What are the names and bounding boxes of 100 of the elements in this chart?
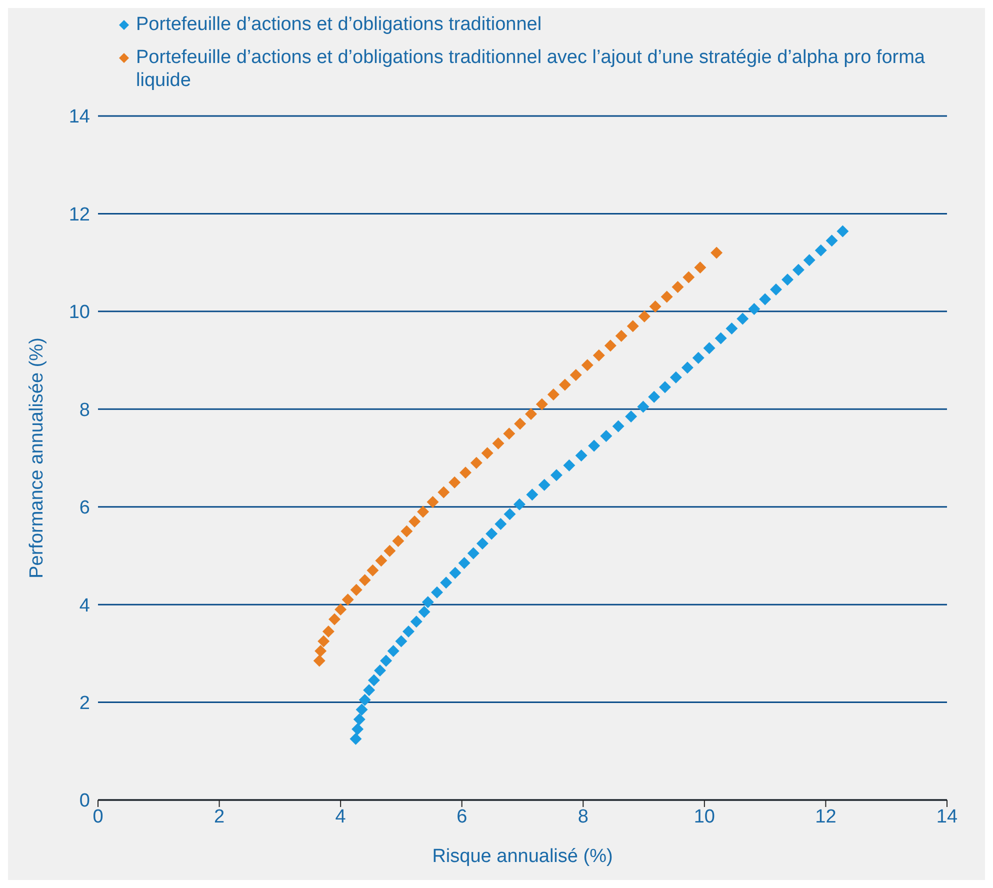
point bbox=[449, 566, 462, 579]
x-tick-label: 6 bbox=[456, 806, 468, 828]
x-tick-label: 2 bbox=[214, 806, 225, 828]
legend-label: Portefeuille d’actions et d’obligations traditionnel avec l’ajout d’une stratégie d’alpha pro forma liquide bbox=[136, 46, 926, 92]
point bbox=[334, 603, 347, 616]
x-tick-label: 12 bbox=[815, 806, 836, 828]
point bbox=[440, 576, 452, 589]
point bbox=[426, 496, 439, 508]
point bbox=[681, 362, 694, 374]
point bbox=[649, 300, 662, 313]
y-tick-label: 10 bbox=[68, 302, 90, 324]
point bbox=[380, 654, 392, 667]
point bbox=[395, 635, 408, 648]
point bbox=[448, 476, 461, 488]
x-axis-title: Risque annualisé (%) bbox=[432, 846, 613, 867]
point bbox=[514, 418, 526, 430]
point bbox=[387, 644, 400, 657]
point bbox=[814, 244, 827, 256]
point bbox=[714, 332, 727, 344]
point bbox=[526, 488, 538, 501]
point bbox=[770, 283, 782, 296]
point bbox=[588, 440, 600, 452]
point bbox=[600, 430, 612, 442]
point bbox=[350, 584, 362, 596]
point bbox=[670, 371, 682, 384]
point bbox=[513, 498, 526, 510]
point bbox=[625, 410, 638, 422]
point bbox=[615, 330, 628, 342]
point bbox=[322, 625, 334, 638]
point bbox=[430, 586, 443, 598]
point bbox=[782, 274, 794, 286]
y-tick-label: 12 bbox=[68, 204, 90, 226]
point bbox=[408, 516, 421, 528]
point bbox=[358, 574, 371, 586]
point bbox=[503, 428, 516, 440]
point bbox=[402, 625, 414, 638]
point bbox=[547, 388, 560, 400]
point bbox=[358, 694, 371, 706]
y-tick-label: 8 bbox=[79, 400, 90, 421]
point bbox=[400, 525, 413, 538]
y-tick-label: 2 bbox=[79, 693, 90, 714]
point bbox=[748, 302, 760, 315]
point bbox=[703, 342, 716, 354]
x-tick-label: 14 bbox=[936, 806, 958, 828]
point bbox=[417, 506, 430, 518]
point bbox=[726, 322, 738, 335]
point bbox=[356, 704, 368, 716]
point bbox=[581, 359, 594, 372]
point bbox=[384, 544, 396, 557]
point bbox=[612, 420, 624, 432]
point bbox=[558, 378, 571, 391]
point bbox=[350, 732, 362, 745]
point bbox=[318, 635, 330, 648]
x-tick-label: 4 bbox=[335, 806, 346, 828]
point bbox=[459, 466, 472, 479]
point bbox=[659, 381, 672, 394]
y-tick-label: 6 bbox=[79, 498, 90, 519]
point bbox=[470, 456, 482, 469]
point bbox=[550, 469, 562, 482]
point bbox=[604, 340, 616, 352]
point bbox=[638, 310, 650, 322]
y-axis-title: Performance annualisée (%) bbox=[26, 338, 48, 578]
point bbox=[467, 547, 480, 560]
point bbox=[418, 606, 430, 618]
y-tick-label: 14 bbox=[68, 106, 90, 128]
point bbox=[368, 674, 380, 686]
point bbox=[792, 264, 804, 276]
y-tick-label: 0 bbox=[79, 790, 90, 812]
point bbox=[660, 290, 673, 303]
point bbox=[836, 225, 849, 238]
point bbox=[570, 368, 582, 381]
point bbox=[504, 508, 516, 520]
point bbox=[759, 293, 772, 306]
point bbox=[492, 437, 504, 450]
point bbox=[648, 390, 660, 403]
point bbox=[736, 312, 749, 325]
point bbox=[626, 320, 639, 332]
point bbox=[374, 664, 386, 677]
point bbox=[682, 271, 695, 284]
point bbox=[366, 564, 379, 576]
point bbox=[803, 254, 816, 266]
point bbox=[692, 352, 704, 364]
point bbox=[637, 400, 650, 413]
point bbox=[710, 246, 723, 259]
point bbox=[575, 450, 588, 462]
point bbox=[592, 349, 605, 362]
point bbox=[352, 723, 364, 736]
point bbox=[524, 408, 537, 420]
point bbox=[328, 613, 341, 626]
point bbox=[494, 518, 507, 530]
point bbox=[438, 486, 450, 498]
point bbox=[353, 713, 366, 726]
x-tick-label: 10 bbox=[694, 806, 715, 828]
point bbox=[826, 234, 838, 247]
point bbox=[486, 528, 498, 540]
point bbox=[422, 596, 434, 608]
point bbox=[363, 684, 376, 696]
point bbox=[694, 261, 706, 274]
point bbox=[672, 281, 684, 293]
x-tick-label: 8 bbox=[578, 806, 588, 828]
